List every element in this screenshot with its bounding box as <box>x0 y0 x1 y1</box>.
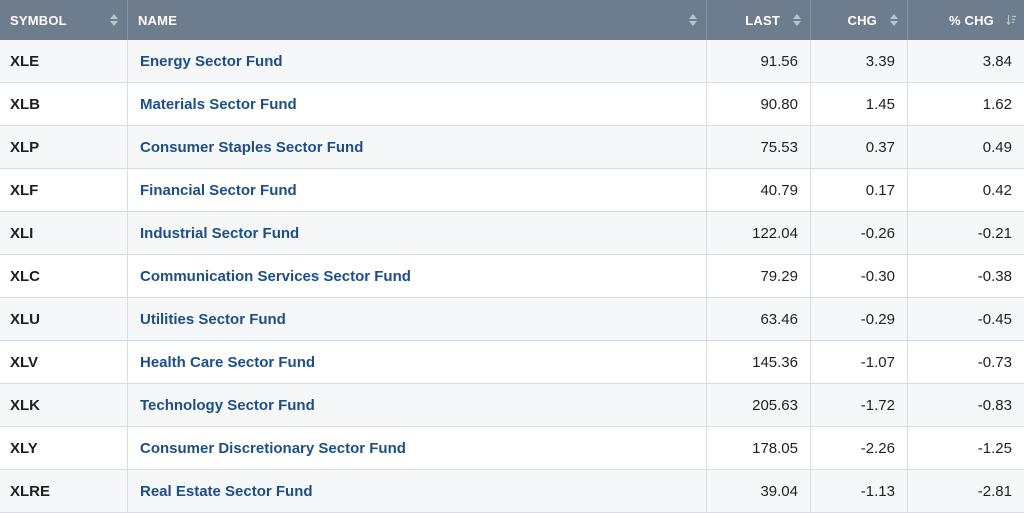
fund-name-link[interactable]: Communication Services Sector Fund <box>140 267 411 285</box>
last-price-cell: 79.29 <box>707 255 811 297</box>
table-row: XLB Materials Sector Fund 90.80 1.45 1.62 <box>0 83 1024 126</box>
percent-change-cell: -0.83 <box>977 396 1012 414</box>
table-body: XLE Energy Sector Fund 91.56 3.39 3.84 XLB Mat… <box>0 40 1024 513</box>
change-cell: -2.26 <box>811 427 908 469</box>
sort-both-icon <box>110 14 118 26</box>
fund-name-link[interactable]: Consumer Discretionary Sector Fund <box>140 439 406 457</box>
change-cell: 3.39 <box>811 40 908 82</box>
fund-name-link[interactable]: Materials Sector Fund <box>140 95 297 113</box>
sort-both-icon <box>793 14 801 26</box>
change-cell: -0.30 <box>811 255 908 297</box>
symbol-cell: XLB <box>0 83 128 125</box>
sort-both-icon <box>890 14 898 26</box>
fund-name-link[interactable]: Technology Sector Fund <box>140 396 315 414</box>
last-price-cell: 205.63 <box>707 384 811 426</box>
percent-change-cell: 1.62 <box>982 95 1012 113</box>
symbol-cell: XLRE <box>0 470 128 512</box>
change-cell: -1.07 <box>811 341 908 383</box>
fund-name-link[interactable]: Real Estate Sector Fund <box>140 482 313 500</box>
change-cell: 0.17 <box>811 169 908 211</box>
column-header-name-label: NAME <box>138 12 178 28</box>
fund-name-cell: Utilities Sector Fund <box>128 298 707 340</box>
fund-name-link[interactable]: Utilities Sector Fund <box>140 310 286 328</box>
last-price-cell: 39.04 <box>707 470 811 512</box>
fund-name-cell: Real Estate Sector Fund <box>128 470 707 512</box>
table-row: XLRE Real Estate Sector Fund 39.04 -1.13 -2.… <box>0 470 1024 513</box>
column-header-chg[interactable]: CHG <box>811 0 908 40</box>
fund-name-cell: Communication Services Sector Fund <box>128 255 707 297</box>
last-price-cell: 122.04 <box>707 212 811 254</box>
symbol-cell: XLV <box>0 341 128 383</box>
symbol-cell: XLP <box>0 126 128 168</box>
percent-change-cell: 0.42 <box>982 181 1012 199</box>
percent-change-cell: -1.25 <box>977 439 1012 457</box>
change-cell: -1.13 <box>811 470 908 512</box>
symbol-cell: XLU <box>0 298 128 340</box>
change-cell: -0.26 <box>811 212 908 254</box>
fund-name-cell: Industrial Sector Fund <box>128 212 707 254</box>
table-row: XLI Industrial Sector Fund 122.04 -0.26 -0.2… <box>0 212 1024 255</box>
fund-name-cell: Materials Sector Fund <box>128 83 707 125</box>
change-cell: 0.37 <box>811 126 908 168</box>
fund-name-cell: Energy Sector Fund <box>128 40 707 82</box>
sort-both-icon <box>689 14 697 26</box>
fund-name-cell: Financial Sector Fund <box>128 169 707 211</box>
last-price-cell: 40.79 <box>707 169 811 211</box>
column-header-last[interactable]: LAST <box>707 0 811 40</box>
symbol-cell: XLF <box>0 169 128 211</box>
fund-name-cell: Consumer Staples Sector Fund <box>128 126 707 168</box>
last-price-cell: 90.80 <box>707 83 811 125</box>
table-row: XLP Consumer Staples Sector Fund 75.53 0.37… <box>0 126 1024 169</box>
last-price-cell: 75.53 <box>707 126 811 168</box>
percent-change-cell: -0.73 <box>977 353 1012 371</box>
fund-name-link[interactable]: Financial Sector Fund <box>140 181 297 199</box>
table-row: XLU Utilities Sector Fund 63.46 -0.29 -0.45 <box>0 298 1024 341</box>
percent-change-cell: -0.38 <box>977 267 1012 285</box>
column-header-chg-label: CHG <box>847 12 877 28</box>
percent-change-cell: -2.81 <box>977 482 1012 500</box>
table-header: SYMBOL NAME LAST CHG <box>0 0 1024 40</box>
table-row: XLY Consumer Discretionary Sector Fund 178… <box>0 427 1024 470</box>
table-row: XLK Technology Sector Fund 205.63 -1.72 -0.8… <box>0 384 1024 427</box>
change-cell: -1.72 <box>811 384 908 426</box>
symbol-cell: XLE <box>0 40 128 82</box>
table-row: XLV Health Care Sector Fund 145.36 -1.07 -0.… <box>0 341 1024 384</box>
table-row: XLE Energy Sector Fund 91.56 3.39 3.84 <box>0 40 1024 83</box>
percent-change-cell: -0.21 <box>977 224 1012 242</box>
column-header-last-label: LAST <box>745 12 780 28</box>
last-price-cell: 145.36 <box>707 341 811 383</box>
fund-name-cell: Technology Sector Fund <box>128 384 707 426</box>
fund-name-link[interactable]: Energy Sector Fund <box>140 52 283 70</box>
fund-name-cell: Consumer Discretionary Sector Fund <box>128 427 707 469</box>
change-cell: 1.45 <box>811 83 908 125</box>
column-header-pct-chg[interactable]: % CHG <box>908 0 1024 40</box>
symbol-cell: XLY <box>0 427 128 469</box>
fund-name-link[interactable]: Consumer Staples Sector Fund <box>140 138 364 156</box>
symbol-cell: XLC <box>0 255 128 297</box>
column-header-symbol-label: SYMBOL <box>10 12 67 28</box>
last-price-cell: 91.56 <box>707 40 811 82</box>
percent-change-cell: 0.49 <box>982 138 1012 156</box>
last-price-cell: 178.05 <box>707 427 811 469</box>
percent-change-cell: 3.84 <box>982 52 1012 70</box>
fund-name-cell: Health Care Sector Fund <box>128 341 707 383</box>
fund-name-link[interactable]: Health Care Sector Fund <box>140 353 316 371</box>
sort-descending-icon <box>1006 15 1016 26</box>
table-row: XLF Financial Sector Fund 40.79 0.17 0.42 <box>0 169 1024 212</box>
symbol-cell: XLI <box>0 212 128 254</box>
symbol-cell: XLK <box>0 384 128 426</box>
column-header-symbol[interactable]: SYMBOL <box>0 0 128 40</box>
percent-change-cell: -0.45 <box>977 310 1012 328</box>
last-price-cell: 63.46 <box>707 298 811 340</box>
change-cell: -0.29 <box>811 298 908 340</box>
column-header-pct-chg-label: % CHG <box>948 12 994 28</box>
fund-name-link[interactable]: Industrial Sector Fund <box>140 224 300 242</box>
table-row: XLC Communication Services Sector Fund 79.… <box>0 255 1024 298</box>
column-header-name[interactable]: NAME <box>128 0 707 40</box>
